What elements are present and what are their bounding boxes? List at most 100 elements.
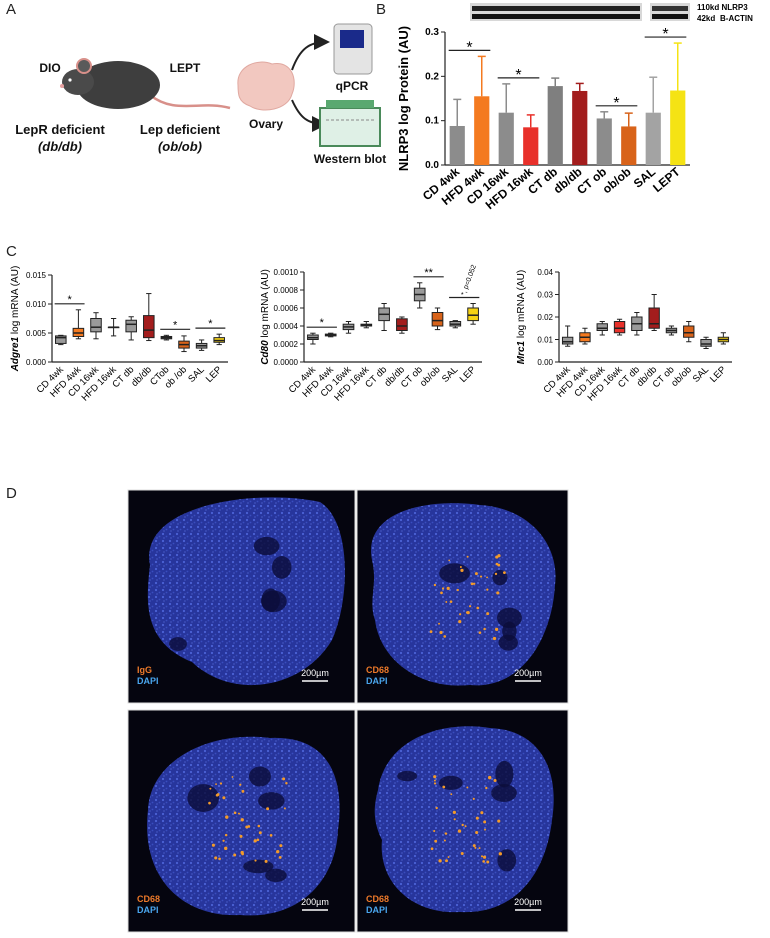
counterstain-label: DAPI: [366, 905, 388, 915]
box: [143, 315, 155, 339]
box: [90, 318, 102, 333]
cd68-signal: [493, 779, 497, 783]
cd68-signal: [497, 563, 501, 567]
cd68-signal: [449, 600, 453, 603]
cd68-signal: [479, 575, 483, 578]
panel-label: A: [6, 1, 16, 18]
cd68-signal: [214, 856, 218, 860]
follicle: [261, 590, 287, 613]
significance-label: *: [466, 39, 472, 56]
cd68-signal: [495, 555, 499, 559]
panel-label: B: [376, 1, 386, 18]
cd68-signal: [238, 812, 240, 815]
y-tick-label: 0.015: [26, 271, 47, 280]
cd68-signal: [433, 782, 437, 785]
follicle: [169, 637, 187, 651]
cd68-signal: [439, 630, 443, 635]
cd68-signal: [466, 555, 469, 558]
strain-label: Lep deficient: [140, 122, 221, 137]
cd68-signal: [486, 860, 490, 864]
scale-label: 200µm: [514, 897, 542, 907]
model-label: DIO: [39, 61, 60, 75]
cd68-signal: [446, 586, 450, 591]
bar: [474, 96, 490, 165]
model-label: LEPT: [170, 61, 201, 75]
cd68-signal: [279, 844, 283, 848]
bar: [621, 126, 637, 165]
counterstain-label: DAPI: [366, 676, 388, 686]
follicle: [187, 784, 220, 812]
cd68-signal: [233, 811, 237, 815]
x-tick-label: ob/ob: [600, 165, 634, 197]
y-tick-label: 0.2: [425, 71, 439, 82]
cd68-signal: [457, 829, 462, 833]
y-tick-label: 0.3: [425, 27, 439, 38]
cd68-signal: [472, 797, 475, 800]
cd68-signal: [473, 582, 476, 585]
cd68-signal: [447, 856, 450, 858]
cd68-signal: [266, 807, 270, 811]
mouse-ear: [76, 58, 92, 74]
cd68-signal: [278, 855, 282, 859]
x-tick-label: SAL: [440, 364, 460, 384]
cd68-signal: [483, 627, 486, 631]
cd68-signal: [472, 844, 476, 848]
tissue-section: [371, 503, 556, 686]
y-axis-label: Mrc1 log mRNA (AU): [516, 270, 527, 365]
y-tick-label: 0.0: [425, 160, 439, 171]
cd68-signal: [469, 605, 472, 608]
genotype-label: (ob/ob): [158, 139, 202, 154]
method-label: qPCR: [336, 79, 369, 93]
y-tick-label: 0.00: [537, 358, 553, 367]
y-axis-label: Adgre1 log mRNA (AU): [10, 266, 21, 373]
cd68-signal: [253, 839, 257, 843]
cd68-signal: [456, 588, 459, 592]
ovary-icon: [237, 61, 295, 111]
mouse-head: [62, 69, 94, 95]
gene-name: Mrc1: [516, 340, 527, 364]
cd68-signal: [438, 622, 441, 625]
cd68-signal: [429, 630, 433, 634]
cd68-signal: [442, 785, 446, 789]
cd68-signal: [443, 839, 446, 842]
blot-band: [472, 14, 640, 19]
significance-label: *: [173, 319, 178, 331]
method-label: Western blot: [314, 152, 386, 166]
follicle: [439, 563, 470, 584]
follicle: [258, 792, 285, 810]
blot-lid: [326, 100, 374, 108]
box: [700, 339, 712, 347]
mouse-eye: [68, 78, 72, 82]
cd68-signal: [231, 776, 234, 778]
follicle: [265, 868, 287, 883]
x-tick-label: LEP: [204, 364, 224, 384]
cd68-signal: [445, 601, 448, 603]
y-tick-label: 0.010: [26, 300, 47, 309]
diagram: DIO LEPT LepR deficient (db/db) Lep defi…: [15, 23, 386, 166]
x-tick-label: LEPT: [650, 164, 683, 195]
bar: [498, 112, 514, 165]
x-tick-label: ob/ob: [418, 364, 443, 389]
y-tick-label: 0.0008: [274, 286, 299, 295]
blot-label: 110kd NLRP3: [697, 3, 748, 12]
box: [596, 323, 608, 331]
bar: [645, 112, 661, 165]
cd68-signal: [276, 849, 280, 854]
strain-label: LepR deficient: [15, 122, 105, 137]
x-tick-label: SAL: [186, 364, 206, 384]
box: [561, 336, 574, 345]
cd68-signal: [430, 847, 434, 851]
cd68-signal: [445, 859, 448, 863]
blot-tank: [319, 107, 381, 147]
y-axis-label: NLRP3 log Protein (AU): [396, 26, 411, 171]
cd68-signal: [254, 859, 257, 862]
cd68-signal: [480, 811, 484, 815]
follicle: [497, 849, 517, 872]
y-tick-label: 0.0004: [274, 322, 299, 331]
cd68-signal: [459, 613, 462, 616]
blot-label: B-ACTIN: [720, 14, 753, 23]
cd68-signal: [475, 816, 479, 820]
y-tick-label: 0.04: [537, 268, 553, 277]
cd68-signal: [219, 782, 223, 785]
